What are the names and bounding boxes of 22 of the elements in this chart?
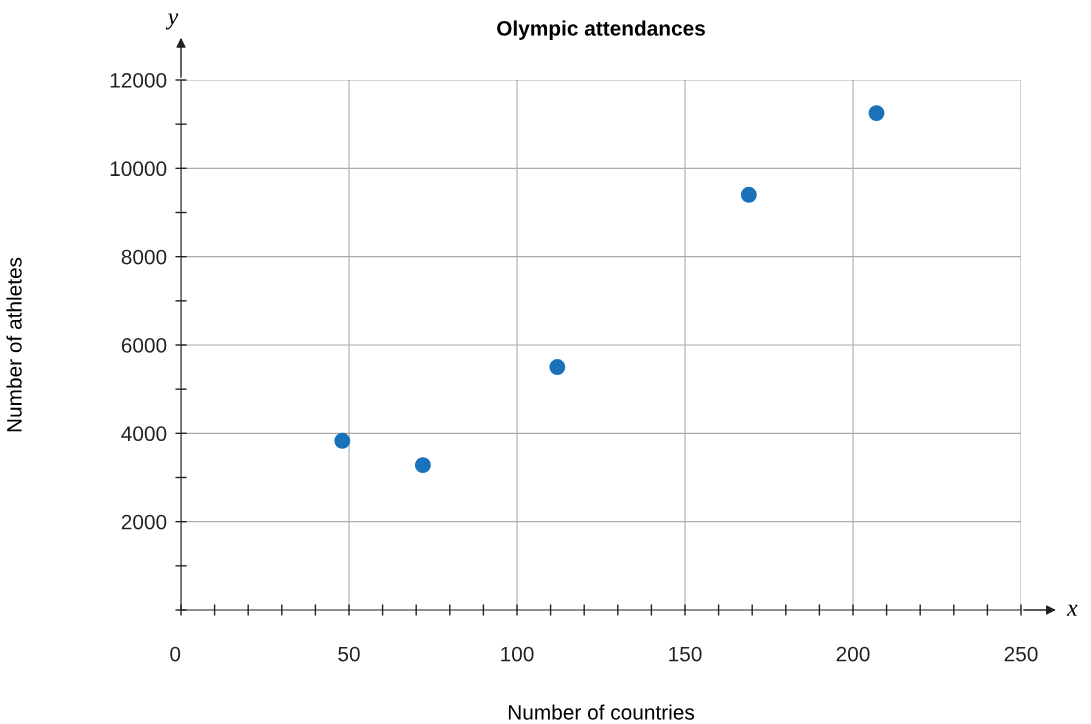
y-tick-label: 12000: [110, 73, 167, 88]
text: x: [1066, 604, 1078, 616]
x-tick-label: 0: [170, 646, 181, 662]
x-tick-label: 150: [669, 646, 702, 662]
point: [334, 432, 351, 449]
y-tick-label: 8000: [121, 249, 167, 265]
chart-title: Olympic attendances: [497, 20, 705, 40]
x-axis-title: Number of countries: [508, 704, 695, 720]
x-tick-label: 250: [1004, 646, 1038, 662]
point: [868, 105, 885, 122]
point: [740, 186, 757, 203]
text: y: [165, 13, 179, 30]
x-tick-label: 200: [836, 646, 870, 662]
y-tick-label: 6000: [121, 338, 167, 353]
y-axis-title: Number of athletes: [6, 257, 22, 432]
y-tick-label: 10000: [110, 161, 167, 177]
y-tick-label: 2000: [121, 514, 167, 530]
y-tick-label: 4000: [121, 426, 167, 442]
point: [549, 359, 566, 376]
x-tick-label: 50: [338, 646, 360, 662]
point: [414, 457, 431, 474]
x-tick-label: 100: [501, 646, 534, 662]
